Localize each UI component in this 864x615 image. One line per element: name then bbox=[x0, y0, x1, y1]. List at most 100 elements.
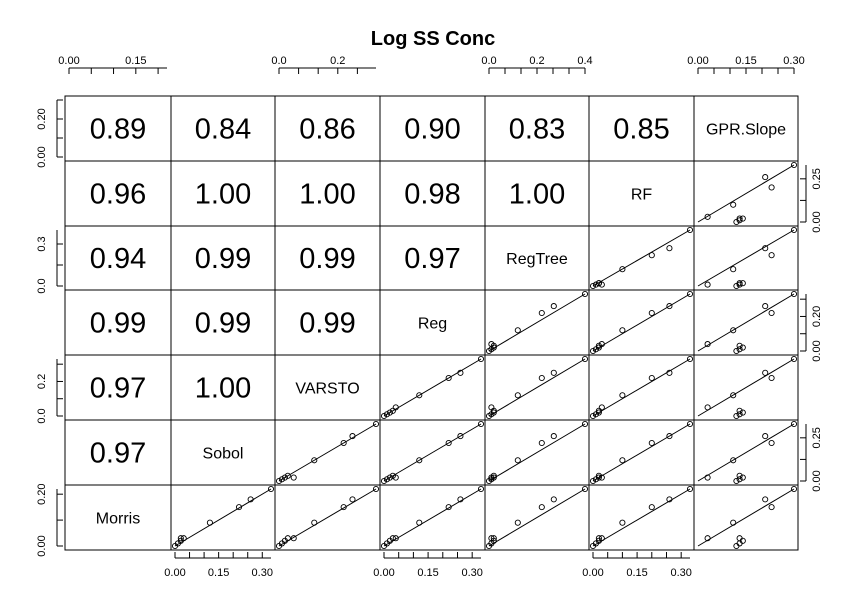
axis-tick-label: 0.30 bbox=[252, 567, 273, 579]
variable-label-sobol: Sobol bbox=[203, 446, 244, 463]
scatter-point bbox=[349, 433, 356, 440]
scatter-point bbox=[790, 355, 798, 363]
scatter-point bbox=[595, 474, 602, 481]
scatter-point bbox=[619, 519, 626, 526]
scatter-point bbox=[666, 245, 673, 252]
scatter-point bbox=[762, 369, 769, 376]
panel-varsto-vs-reg bbox=[379, 354, 486, 421]
scatter-point bbox=[477, 485, 485, 493]
panel-regtree-vs-varsto: 0.99 bbox=[274, 225, 381, 291]
scatter-point bbox=[733, 282, 740, 290]
scatter-point bbox=[386, 474, 393, 481]
scatter-point bbox=[762, 245, 769, 252]
panel-sobol-vs-gpr-slope bbox=[693, 419, 799, 486]
scatter-point bbox=[619, 266, 626, 273]
axis-tick-label: 0.30 bbox=[783, 55, 804, 67]
axis-tick-label: 0.15 bbox=[125, 55, 146, 67]
scatter-point bbox=[762, 433, 769, 440]
fit-line bbox=[592, 358, 691, 417]
correlation-value: 0.85 bbox=[613, 114, 669, 146]
fit-line bbox=[592, 229, 691, 287]
axis-tick-label: 0.15 bbox=[735, 55, 756, 67]
axis-tick-label: 0.20 bbox=[36, 483, 48, 504]
scatter-point bbox=[392, 404, 399, 411]
scatter-point bbox=[550, 496, 557, 503]
fit-line bbox=[174, 488, 272, 547]
scatter-point bbox=[284, 472, 291, 479]
scatter-point bbox=[592, 476, 599, 483]
scatter-point bbox=[762, 496, 769, 503]
panel-sobol-vs-varsto bbox=[274, 419, 381, 486]
scatter-point bbox=[372, 420, 380, 428]
panel-morris-vs-gpr-slope bbox=[693, 484, 799, 551]
panel-varsto-vs-gpr-slope bbox=[693, 354, 799, 421]
scatter-point bbox=[589, 412, 597, 420]
correlation-value: 0.96 bbox=[90, 179, 146, 211]
axis-tick-label: 0.00 bbox=[811, 470, 823, 491]
axis-tick-label: 0.20 bbox=[811, 306, 823, 327]
scatter-point bbox=[340, 439, 347, 447]
scatter-point bbox=[340, 504, 347, 511]
panel-morris-vs-varsto bbox=[274, 484, 381, 551]
panel-regtree-vs-sobol: 0.99 bbox=[170, 225, 276, 291]
scatter-point bbox=[488, 535, 495, 542]
scatter-point bbox=[538, 309, 545, 317]
fit-line bbox=[383, 423, 482, 482]
panel-rf-vs-reg: 0.98 bbox=[379, 160, 486, 227]
axis-tick-label: 0.30 bbox=[461, 567, 482, 579]
scatter-point bbox=[686, 420, 694, 428]
scatter-point bbox=[445, 439, 452, 447]
scatter-point bbox=[666, 303, 673, 310]
scatter-point bbox=[311, 519, 318, 526]
scatter-point bbox=[790, 290, 798, 298]
scatter-point bbox=[290, 474, 297, 481]
panel-regtree-vs-regtree: RegTree bbox=[484, 225, 590, 291]
scatter-point bbox=[739, 280, 746, 287]
scatter-point bbox=[704, 535, 711, 542]
scatter-point bbox=[372, 485, 380, 493]
scatter-point bbox=[349, 496, 356, 503]
scatter-point bbox=[704, 213, 711, 220]
axis-tick-label: 0.4 bbox=[577, 55, 592, 67]
scatter-point bbox=[595, 407, 602, 414]
panel-regtree-vs-reg: 0.97 bbox=[379, 225, 486, 291]
panel-sobol-vs-sobol: Sobol bbox=[170, 419, 276, 486]
panel-reg-vs-sobol: 0.99 bbox=[170, 289, 276, 356]
scatter-point bbox=[267, 485, 275, 493]
scatter-point bbox=[311, 457, 318, 464]
scatter-point bbox=[389, 407, 396, 414]
fit-line bbox=[488, 358, 586, 417]
panel-regtree-vs-morris: 0.94 bbox=[64, 225, 172, 291]
axis-tick-label: 0.0 bbox=[271, 55, 286, 67]
scatter-point bbox=[595, 535, 602, 542]
panel-reg-vs-rf bbox=[588, 289, 695, 356]
fit-line bbox=[383, 358, 482, 417]
scatter-point bbox=[416, 392, 423, 399]
scatter-point bbox=[736, 411, 743, 418]
scatter-point bbox=[619, 392, 626, 399]
scatter-point bbox=[790, 161, 798, 169]
scatter-point bbox=[445, 374, 452, 382]
panel-regtree-vs-gpr-slope bbox=[693, 225, 799, 291]
scatter-point bbox=[514, 457, 521, 464]
scatter-point bbox=[177, 535, 184, 542]
panel-rf-vs-regtree: 1.00 bbox=[484, 160, 590, 227]
fit-line bbox=[697, 358, 795, 417]
correlation-value: 0.86 bbox=[299, 114, 355, 146]
correlation-value: 1.00 bbox=[299, 179, 355, 211]
panel-gpr-slope-vs-sobol: 0.84 bbox=[170, 95, 276, 162]
scatter-point bbox=[445, 504, 452, 511]
scatter-point bbox=[581, 485, 589, 493]
fit-line bbox=[278, 488, 377, 547]
scatter-point bbox=[538, 374, 545, 382]
variable-label-varsto: VARSTO bbox=[295, 381, 359, 398]
panel-rf-vs-sobol: 1.00 bbox=[170, 160, 276, 227]
correlation-value: 1.00 bbox=[195, 373, 251, 405]
scatter-point bbox=[592, 281, 599, 288]
axis-tick-label: 0.30 bbox=[670, 567, 691, 579]
scatter-point bbox=[281, 474, 288, 481]
fit-line bbox=[592, 423, 691, 482]
scatter-point bbox=[790, 226, 798, 234]
correlation-value: 0.99 bbox=[299, 243, 355, 275]
axis-tick-label: 0.25 bbox=[811, 427, 823, 448]
